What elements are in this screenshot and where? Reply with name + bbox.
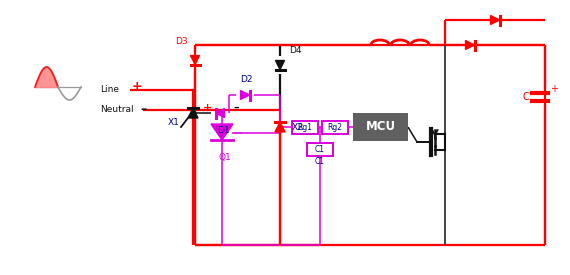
Polygon shape xyxy=(215,109,225,117)
Text: +: + xyxy=(132,81,142,94)
Text: +: + xyxy=(203,103,212,113)
Polygon shape xyxy=(190,56,200,65)
Text: +: + xyxy=(550,84,558,94)
Text: MCU: MCU xyxy=(365,120,396,133)
Polygon shape xyxy=(466,40,474,50)
Text: –: – xyxy=(233,103,239,113)
Text: Line: Line xyxy=(100,86,119,95)
FancyBboxPatch shape xyxy=(353,113,408,141)
Text: D3: D3 xyxy=(176,37,188,46)
Text: Neutral: Neutral xyxy=(100,106,133,114)
Polygon shape xyxy=(275,122,285,132)
Polygon shape xyxy=(188,108,198,118)
Text: Q1: Q1 xyxy=(219,153,231,162)
Text: X2: X2 xyxy=(292,122,304,131)
Polygon shape xyxy=(275,60,284,70)
Text: C1: C1 xyxy=(315,157,325,166)
Text: –: – xyxy=(140,103,146,117)
Text: C: C xyxy=(522,92,529,102)
Text: D4: D4 xyxy=(289,46,302,55)
Text: Rg2: Rg2 xyxy=(328,122,343,131)
Polygon shape xyxy=(211,124,233,140)
Text: D2: D2 xyxy=(240,75,253,84)
FancyBboxPatch shape xyxy=(322,120,348,133)
Polygon shape xyxy=(491,15,499,24)
Polygon shape xyxy=(241,90,250,100)
FancyBboxPatch shape xyxy=(307,142,333,155)
Text: X1: X1 xyxy=(168,118,180,127)
FancyBboxPatch shape xyxy=(292,120,318,133)
Text: C1: C1 xyxy=(315,144,325,153)
Text: Rg1: Rg1 xyxy=(298,122,312,131)
Text: D1: D1 xyxy=(217,126,229,135)
